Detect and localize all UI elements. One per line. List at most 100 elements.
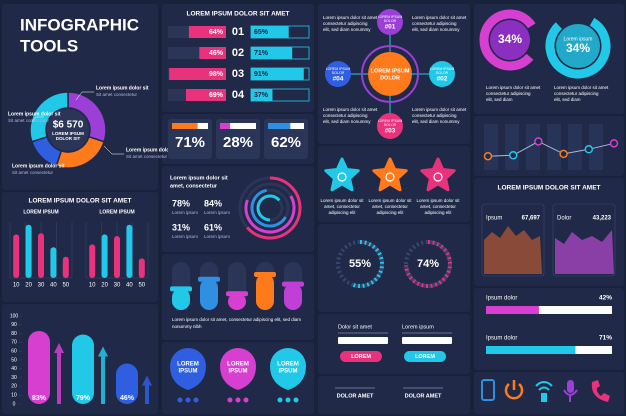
label: LOREM IPSUM DOLOR SIT AMET [28,198,131,205]
text-line: IPSUM [228,369,247,375]
hub-center [368,52,412,96]
dot [285,397,291,403]
text-line: DOLOR [384,123,397,127]
bar [50,247,57,278]
text-line: LOREM IPSUM [378,119,403,123]
y-tick-label: 70 [11,340,17,346]
text-line: adipiscing elit [424,210,452,215]
ring-progress [404,240,452,288]
label: Lorem ipsum [564,36,593,42]
hub-node [377,9,403,35]
cycle-ring [545,13,611,79]
button[interactable] [404,351,446,362]
bar [188,26,226,38]
dot [235,397,241,403]
text-line: TOOLS [20,36,78,55]
text-line: consectetur adipiscing [486,91,531,96]
point [609,139,619,148]
text-line: elit, sed diam nonummy [323,119,371,124]
text-line: amet, consectetur [372,204,408,209]
grid-column [505,124,519,170]
label: LOREM IPSUM DOLOR SIT AMET [497,185,600,192]
callout-line [103,145,124,155]
arrow [142,375,152,404]
label: Lorem ipsum [204,234,230,239]
label: Ipsum [486,216,502,222]
bar [199,47,226,59]
y-tick-label: 40 [11,366,17,372]
callout-line [31,116,44,123]
label: #03 [385,128,396,135]
bar [251,89,273,101]
button[interactable] [340,351,382,362]
text-line: consectetur adipiscing [323,113,368,118]
text-line: LOREM [177,362,199,368]
row-number: 02 [232,47,244,59]
value-label: 42% [599,295,612,302]
text-line: consectetur adipiscing [412,113,457,118]
grid-column [547,124,561,170]
pill-band [170,286,192,292]
y-tick-label: 80 [11,331,17,337]
label: Sit amet consectetur [126,154,168,159]
text-line: consectetur adipiscing [412,21,457,26]
dot [243,397,249,403]
dot [227,397,233,403]
value-label: 64% [209,29,224,36]
power-icon [504,383,524,400]
hub-node [429,61,455,87]
hub-node [325,61,351,87]
panel [318,376,470,414]
text-line: LOREM IPSUM [326,67,351,71]
row-number: 01 [232,26,244,38]
dot [185,397,191,403]
label: Sit amet consectetur [12,170,54,175]
bar [185,89,226,101]
text-line: IPSUM [178,369,197,375]
x-tick-label: 10 [89,283,96,289]
text-line: DOLOR [436,71,449,75]
star [324,157,360,192]
pill-band [282,281,304,287]
donut-segment [29,91,69,143]
bar [138,258,145,278]
text-line: elit, sed diam nonummy [412,119,460,124]
label: Ipsum dolor [486,296,517,302]
label: DOLOR AMET [337,393,374,399]
label: LOREM IPSUM DOLOR SIT AMET [186,11,289,18]
point [559,149,568,159]
text-line: elit, sed diam nonummy [323,27,371,32]
bar [126,224,133,278]
point [534,137,543,146]
bar [251,68,304,80]
text-line: LOREM IPSUM [378,15,403,19]
grid-column [526,124,540,170]
pill-fill [200,278,218,310]
value-label: 79% [76,395,91,402]
text-line: INFOGRAPHIC [20,15,139,34]
label: 84% [204,198,222,208]
input [338,337,388,344]
text-line: consectetur adipiscing [323,21,368,26]
box-bar [268,123,291,129]
dot [277,397,283,403]
callout-line [75,91,94,101]
bar [13,234,20,278]
bar [116,363,138,404]
label: Lorem ipsum dolor sit [126,147,179,153]
label: Lorem ipsum [204,210,230,215]
mic-icon [563,389,578,402]
donut-hole [47,109,89,151]
value-label: 34% [566,41,590,55]
text-line: Lorem ipsum dolor sit amet [486,85,541,90]
text-line: elit, sed diam [554,97,581,102]
label: 67,697 [522,216,541,222]
hub-node [377,113,403,139]
pill-fill [172,288,190,310]
label: Sit amet consectetur [96,92,138,97]
text-line: amet, consectetur [420,204,456,209]
bar [251,26,289,38]
arrow [98,346,108,404]
y-tick-label: 10 [11,393,17,399]
